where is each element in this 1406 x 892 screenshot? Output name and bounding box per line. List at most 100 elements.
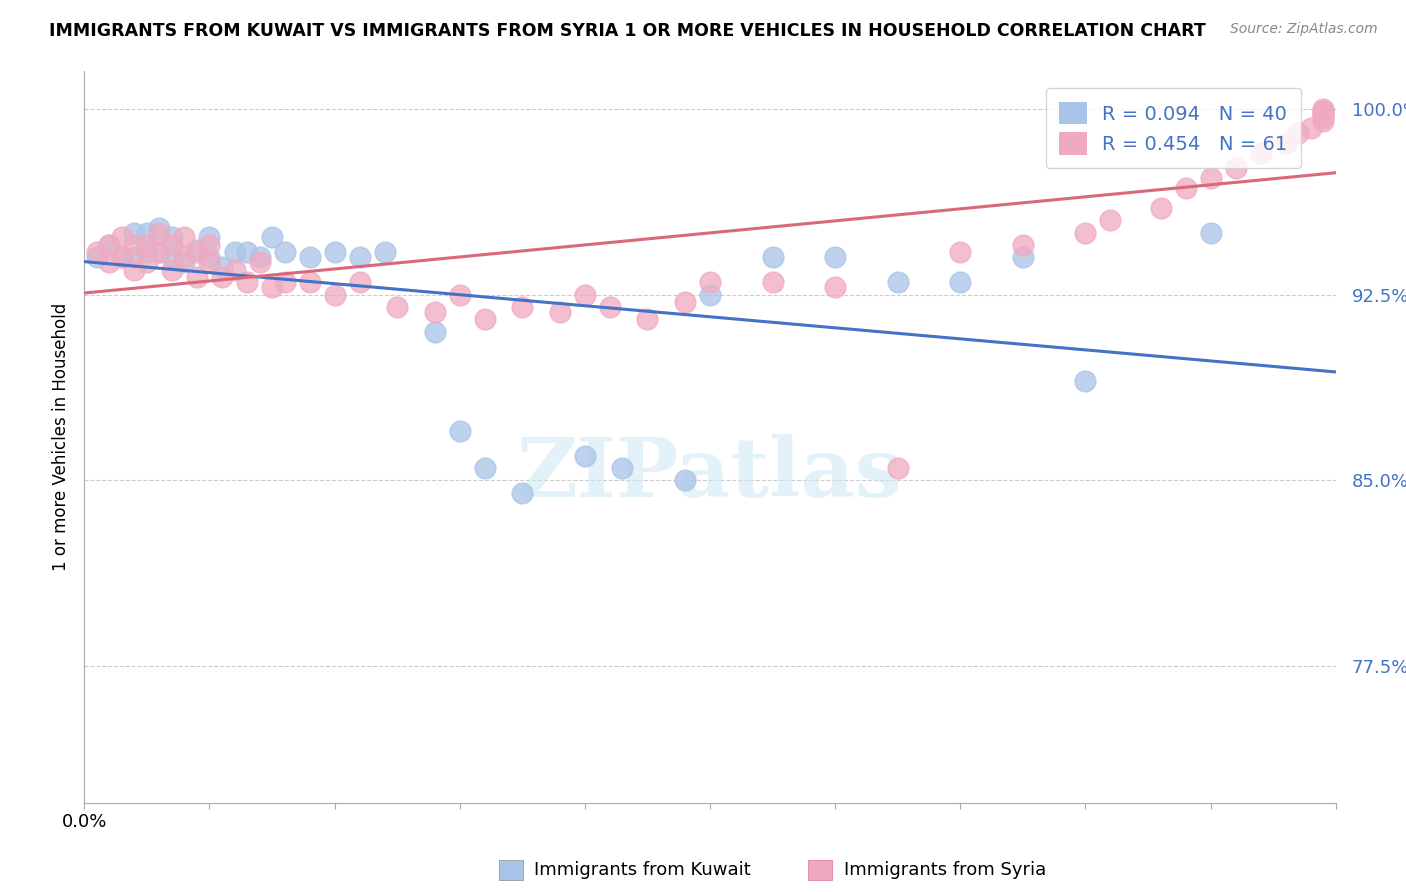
Text: Immigrants from Kuwait: Immigrants from Kuwait xyxy=(534,861,751,879)
Point xyxy=(1199,171,1222,186)
Point xyxy=(949,245,972,260)
Point xyxy=(86,245,108,260)
Point xyxy=(1286,126,1309,140)
Point xyxy=(298,250,321,264)
Point xyxy=(612,461,634,475)
Point xyxy=(211,260,233,275)
Point xyxy=(548,305,571,319)
Point xyxy=(323,245,346,260)
Point xyxy=(1225,161,1247,175)
Point xyxy=(148,220,170,235)
Point xyxy=(699,287,721,301)
Text: Immigrants from Syria: Immigrants from Syria xyxy=(844,861,1046,879)
Point xyxy=(1312,103,1334,118)
Point xyxy=(136,255,159,269)
Point xyxy=(1312,103,1334,118)
Point xyxy=(160,238,183,252)
Point xyxy=(1099,213,1122,227)
Point xyxy=(423,305,446,319)
Point xyxy=(512,486,534,500)
Point xyxy=(124,262,146,277)
Point xyxy=(824,280,846,294)
Point xyxy=(1074,374,1097,388)
Point xyxy=(236,245,259,260)
Point xyxy=(1312,106,1334,120)
Point xyxy=(1012,238,1035,252)
Point xyxy=(273,245,295,260)
Point xyxy=(887,275,910,289)
Point xyxy=(1312,106,1334,120)
Point xyxy=(423,325,446,339)
Point xyxy=(949,275,972,289)
Point xyxy=(298,275,321,289)
Point xyxy=(98,238,121,252)
Point xyxy=(449,424,471,438)
Point xyxy=(198,255,221,269)
Point xyxy=(574,287,596,301)
Point xyxy=(474,312,496,326)
Point xyxy=(198,238,221,252)
Point xyxy=(148,226,170,240)
Point xyxy=(262,230,284,244)
Point xyxy=(512,300,534,314)
Point xyxy=(198,250,221,264)
Point xyxy=(762,275,785,289)
Point xyxy=(211,270,233,285)
Point xyxy=(173,255,195,269)
Point xyxy=(186,243,208,257)
Point xyxy=(1312,112,1334,126)
Point xyxy=(449,287,471,301)
Point xyxy=(136,245,159,260)
Point xyxy=(673,474,696,488)
Point xyxy=(599,300,621,314)
Point xyxy=(136,238,159,252)
Point xyxy=(762,250,785,264)
Point xyxy=(124,238,146,252)
Point xyxy=(699,275,721,289)
Point xyxy=(1174,181,1197,195)
Point xyxy=(1074,226,1097,240)
Point xyxy=(136,226,159,240)
Point xyxy=(124,250,146,264)
Point xyxy=(1199,226,1222,240)
Point xyxy=(673,295,696,310)
Point xyxy=(1312,114,1334,128)
Point xyxy=(349,275,371,289)
Point xyxy=(86,250,108,264)
Point xyxy=(385,300,409,314)
Point xyxy=(1312,102,1334,116)
Point xyxy=(1299,121,1322,136)
Point xyxy=(160,230,183,244)
Point xyxy=(323,287,346,301)
Point xyxy=(198,230,221,244)
Point xyxy=(98,238,121,252)
Point xyxy=(1274,136,1296,151)
Point xyxy=(224,245,246,260)
Point xyxy=(160,250,183,264)
Point xyxy=(1149,201,1171,215)
Point xyxy=(887,461,910,475)
Point xyxy=(349,250,371,264)
Point xyxy=(148,245,170,260)
Point xyxy=(574,449,596,463)
Y-axis label: 1 or more Vehicles in Household: 1 or more Vehicles in Household xyxy=(52,303,70,571)
Point xyxy=(111,250,134,264)
Text: Source: ZipAtlas.com: Source: ZipAtlas.com xyxy=(1230,22,1378,37)
Point xyxy=(374,245,396,260)
Point xyxy=(249,250,271,264)
Point xyxy=(224,262,246,277)
Point xyxy=(111,230,134,244)
Point xyxy=(474,461,496,475)
Point xyxy=(186,245,208,260)
Point xyxy=(249,255,271,269)
Point xyxy=(173,250,195,264)
Point xyxy=(262,280,284,294)
Point xyxy=(186,270,208,285)
Point xyxy=(1250,146,1272,161)
Point xyxy=(273,275,295,289)
Point xyxy=(1012,250,1035,264)
Text: ZIPatlas: ZIPatlas xyxy=(517,434,903,514)
Point xyxy=(173,230,195,244)
Point xyxy=(160,262,183,277)
Point xyxy=(824,250,846,264)
